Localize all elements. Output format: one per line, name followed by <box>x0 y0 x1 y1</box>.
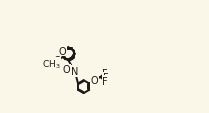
Text: CH$_3$: CH$_3$ <box>42 58 61 70</box>
Text: H: H <box>72 65 78 74</box>
Text: H: H <box>71 67 78 76</box>
Text: O: O <box>62 65 70 75</box>
Text: N: N <box>71 67 79 77</box>
Text: O: O <box>91 76 99 85</box>
Text: F: F <box>102 69 108 79</box>
Text: O: O <box>53 56 61 66</box>
Text: F: F <box>103 72 109 82</box>
Text: F: F <box>102 76 108 86</box>
Text: O: O <box>59 46 67 56</box>
